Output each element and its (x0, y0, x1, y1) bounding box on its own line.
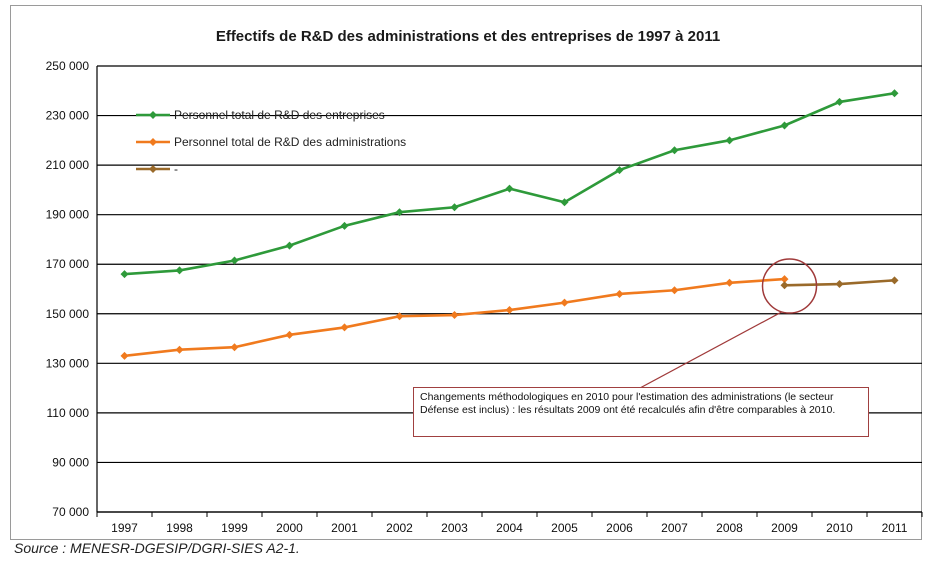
annotation-circle (761, 258, 818, 314)
data-point-1 (670, 286, 679, 295)
y-tick-label: 210 000 (46, 158, 90, 172)
data-point-0 (395, 208, 404, 217)
y-tick-label: 90 000 (52, 455, 89, 469)
x-tick-label: 1997 (111, 521, 138, 535)
x-tick-label: 2008 (716, 521, 743, 535)
y-tick-label: 190 000 (46, 208, 90, 222)
data-point-0 (670, 146, 679, 155)
y-tick-label: 170 000 (46, 257, 90, 271)
x-tick-label: 2002 (386, 521, 413, 535)
data-point-1 (725, 278, 734, 287)
annotation-box: Changements méthodologiques en 2010 pour… (413, 387, 869, 437)
data-point-1 (395, 312, 404, 321)
annotation-leader-line (639, 311, 782, 389)
x-tick-label: 2009 (771, 521, 798, 535)
data-point-0 (505, 184, 514, 193)
data-point-0 (285, 241, 294, 250)
y-tick-label: 70 000 (52, 505, 89, 519)
x-tick-label: 2004 (496, 521, 523, 535)
x-tick-label: 2006 (606, 521, 633, 535)
x-tick-label: 2001 (331, 521, 358, 535)
data-point-1 (230, 343, 239, 352)
legend-swatch-marker (149, 165, 157, 173)
data-point-1 (175, 345, 184, 354)
data-point-0 (615, 166, 624, 175)
x-tick-label: 2010 (826, 521, 853, 535)
legend-label: Personnel total de R&D des entreprises (174, 108, 385, 122)
data-point-1 (780, 275, 789, 284)
y-tick-label: 150 000 (46, 307, 90, 321)
data-point-2 (780, 281, 789, 290)
data-point-1 (450, 311, 459, 320)
data-point-1 (340, 323, 349, 332)
data-point-0 (175, 266, 184, 275)
data-point-1 (560, 298, 569, 307)
y-tick-label: 250 000 (46, 59, 90, 73)
x-tick-label: 2003 (441, 521, 468, 535)
data-point-1 (505, 306, 514, 315)
data-point-0 (340, 221, 349, 230)
data-point-2 (890, 276, 899, 285)
legend-swatch-marker (149, 138, 157, 146)
data-point-1 (285, 330, 294, 339)
y-tick-label: 110 000 (47, 406, 90, 420)
y-tick-label: 230 000 (46, 109, 90, 123)
source-note: Source : MENESR-DGESIP/DGRI-SIES A2-1. (14, 540, 300, 556)
data-point-0 (120, 270, 129, 279)
x-tick-label: 2007 (661, 521, 688, 535)
data-point-0 (230, 256, 239, 265)
data-point-0 (780, 121, 789, 130)
legend-label: - (174, 162, 178, 176)
data-point-2 (835, 280, 844, 289)
data-point-1 (615, 289, 624, 298)
chart-title: Effectifs de R&D des administrations et … (215, 28, 721, 45)
data-point-0 (450, 203, 459, 212)
legend-swatch-marker (149, 111, 157, 119)
x-tick-label: 2005 (551, 521, 578, 535)
data-point-0 (890, 89, 899, 98)
data-point-1 (120, 351, 129, 360)
y-tick-label: 130 000 (46, 356, 90, 370)
x-tick-label: 2000 (276, 521, 303, 535)
data-point-0 (560, 198, 569, 207)
legend-label: Personnel total de R&D des administratio… (174, 135, 406, 149)
data-point-0 (835, 97, 844, 106)
x-tick-label: 2011 (882, 521, 908, 535)
x-tick-label: 1999 (221, 521, 248, 535)
x-tick-label: 1998 (166, 521, 193, 535)
data-point-0 (725, 136, 734, 145)
